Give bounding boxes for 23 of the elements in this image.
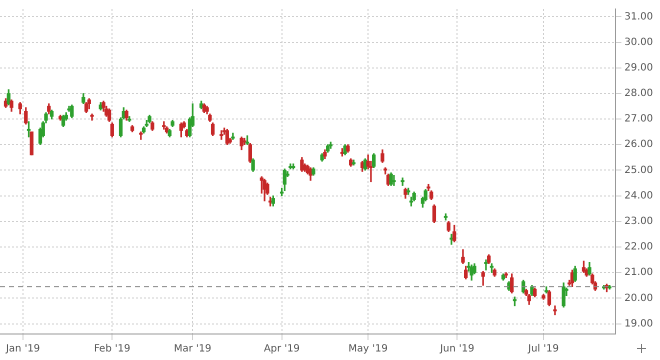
y-tick-label: 29.00 [624,62,654,74]
x-tick-label: Jul '19 [527,344,559,355]
y-tick-label: 31.00 [624,11,654,22]
y-tick-label: 23.00 [624,216,654,227]
y-tick-label: 19.00 [624,318,654,330]
x-tick-label: Mar '19 [174,344,212,355]
x-tick-label: Apr '19 [264,344,300,355]
candlestick [484,259,488,270]
candlestick [553,306,557,316]
candlestick [392,175,396,186]
y-tick-label: 20.00 [624,292,654,304]
y-tick-label: 30.00 [624,36,654,48]
y-tick-label: 21.00 [624,267,654,278]
x-tick-label: Jun '19 [439,344,474,355]
y-tick-label: 26.00 [624,139,654,150]
x-tick-label: Feb '19 [94,344,130,355]
y-tick-label: 28.00 [624,88,654,100]
y-tick-label: 25.00 [624,164,654,176]
y-tick-label: 22.00 [624,242,654,253]
x-tick-label: May '19 [348,344,388,355]
y-tick-label: 24.00 [624,190,654,202]
y-tick-label: 27.00 [624,114,654,125]
x-tick-label: Jan '19 [4,344,40,355]
